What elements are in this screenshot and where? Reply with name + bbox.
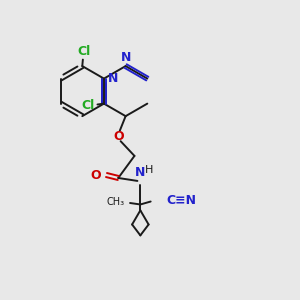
Text: N: N [107, 71, 118, 85]
Text: Cl: Cl [77, 45, 90, 58]
Text: CH₃: CH₃ [106, 196, 124, 206]
Text: Cl: Cl [81, 99, 94, 112]
Text: C≡N: C≡N [167, 194, 197, 207]
Text: O: O [113, 130, 124, 143]
Text: N: N [135, 167, 146, 179]
Text: O: O [90, 169, 101, 182]
Text: N: N [121, 51, 131, 64]
Text: H: H [144, 165, 153, 175]
